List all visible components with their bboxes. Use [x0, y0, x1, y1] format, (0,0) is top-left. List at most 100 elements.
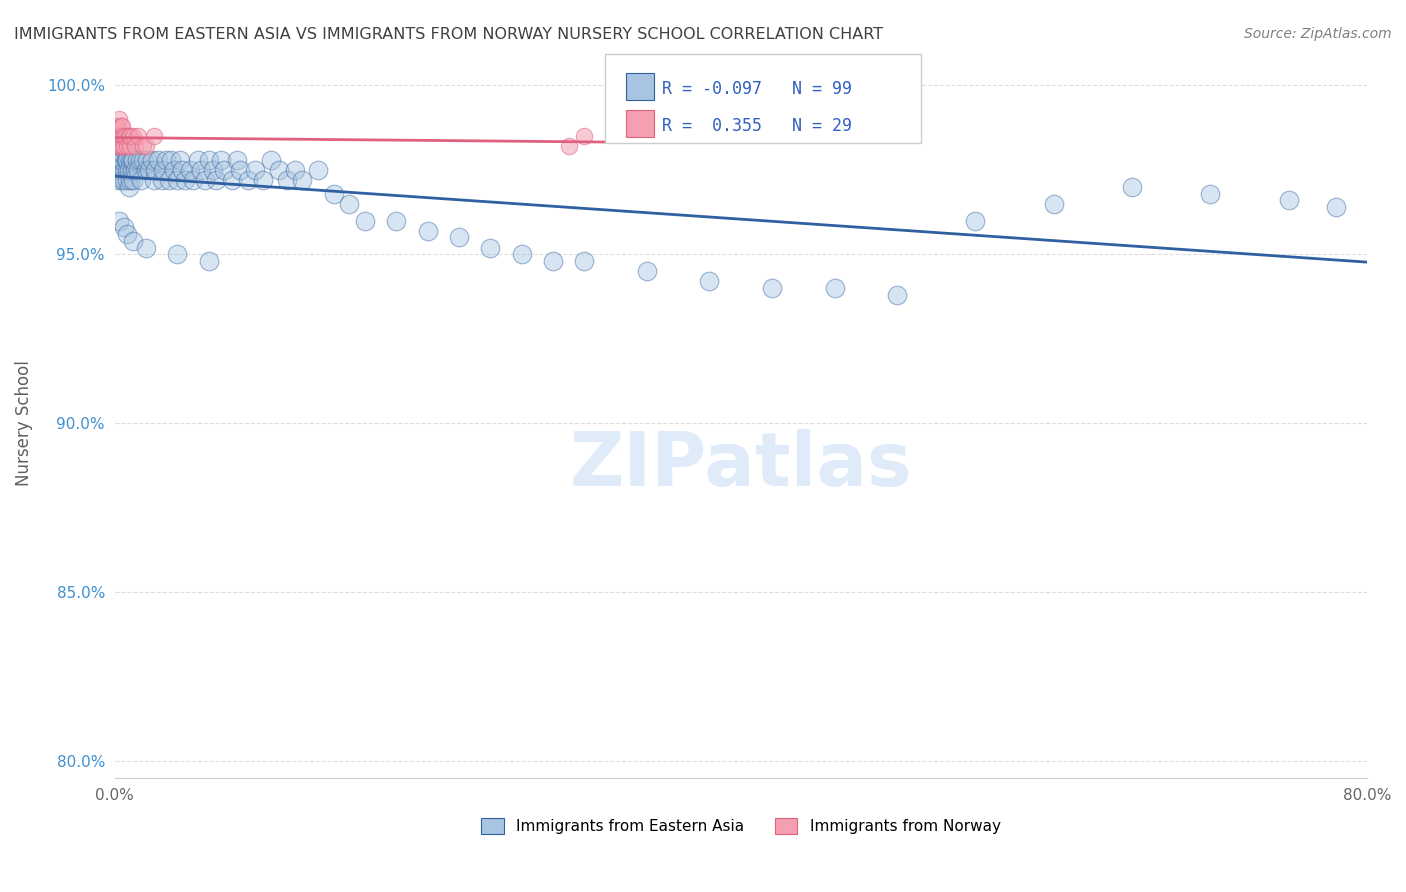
Point — [221, 173, 243, 187]
Point — [115, 227, 138, 241]
Point — [107, 129, 129, 144]
Point — [105, 119, 128, 133]
Y-axis label: Nursery School: Nursery School — [15, 360, 32, 486]
Point — [260, 153, 283, 167]
Point — [385, 213, 408, 227]
Point — [121, 153, 143, 167]
Point — [354, 213, 377, 227]
Point — [111, 139, 134, 153]
Point — [129, 173, 152, 187]
Point — [122, 153, 145, 167]
Point — [118, 129, 141, 144]
Point — [212, 162, 235, 177]
Point — [1042, 196, 1064, 211]
Point — [447, 230, 470, 244]
Point — [236, 173, 259, 187]
Point — [276, 173, 298, 187]
Point — [166, 173, 188, 187]
Point — [111, 146, 134, 161]
Point — [135, 241, 157, 255]
Point — [1199, 186, 1222, 201]
Point — [120, 139, 142, 153]
Point — [155, 153, 177, 167]
Point — [127, 162, 149, 177]
Point — [115, 153, 138, 167]
Point — [187, 153, 209, 167]
Point — [267, 162, 290, 177]
Point — [110, 129, 132, 144]
Point — [245, 162, 267, 177]
Point — [114, 146, 136, 161]
Point — [120, 129, 142, 144]
Point — [127, 129, 149, 144]
Point — [112, 139, 135, 153]
Point — [1324, 200, 1347, 214]
Point — [142, 173, 165, 187]
Point — [128, 153, 150, 167]
Point — [110, 119, 132, 133]
Point — [107, 139, 129, 153]
Point — [132, 139, 155, 153]
Point — [115, 173, 138, 187]
Point — [510, 247, 533, 261]
Point — [284, 162, 307, 177]
Point — [541, 254, 564, 268]
Point — [197, 254, 219, 268]
Point — [110, 153, 132, 167]
Point — [141, 153, 163, 167]
Point — [112, 129, 135, 144]
Point — [179, 162, 201, 177]
Point — [202, 162, 225, 177]
Point — [339, 196, 361, 211]
Point — [111, 119, 134, 133]
Point — [118, 162, 141, 177]
Point — [197, 153, 219, 167]
Text: R =  0.355   N = 29: R = 0.355 N = 29 — [662, 118, 852, 136]
Point — [252, 173, 274, 187]
Point — [307, 162, 329, 177]
Point — [572, 254, 595, 268]
Point — [229, 162, 252, 177]
Text: ZIPatlas: ZIPatlas — [569, 429, 912, 502]
Point — [416, 224, 439, 238]
Point — [194, 173, 217, 187]
Point — [111, 153, 134, 167]
Point — [1121, 179, 1143, 194]
Point — [557, 139, 579, 153]
Point — [572, 129, 595, 144]
Point — [118, 179, 141, 194]
Point — [886, 288, 908, 302]
Point — [160, 153, 183, 167]
Point — [174, 173, 197, 187]
Point — [105, 162, 128, 177]
Point — [111, 173, 134, 187]
Point — [108, 139, 131, 153]
Point — [1277, 194, 1299, 208]
Point — [170, 162, 193, 177]
Legend: Immigrants from Eastern Asia, Immigrants from Norway: Immigrants from Eastern Asia, Immigrants… — [481, 819, 1001, 834]
Point — [291, 173, 314, 187]
Point — [112, 162, 135, 177]
Point — [105, 146, 128, 161]
Point — [699, 275, 721, 289]
Point — [110, 139, 132, 153]
Point — [636, 264, 658, 278]
Point — [108, 146, 131, 161]
Point — [136, 153, 159, 167]
Point — [157, 173, 180, 187]
Text: R = -0.097   N = 99: R = -0.097 N = 99 — [662, 80, 852, 98]
Point — [121, 162, 143, 177]
Point — [107, 173, 129, 187]
Point — [225, 153, 247, 167]
Point — [124, 139, 146, 153]
Point — [181, 173, 204, 187]
Point — [166, 247, 188, 261]
Point — [479, 241, 502, 255]
Point — [322, 186, 344, 201]
Point — [110, 139, 132, 153]
Point — [169, 153, 191, 167]
Point — [115, 139, 138, 153]
Point — [124, 162, 146, 177]
Point — [122, 129, 145, 144]
Point — [138, 162, 160, 177]
